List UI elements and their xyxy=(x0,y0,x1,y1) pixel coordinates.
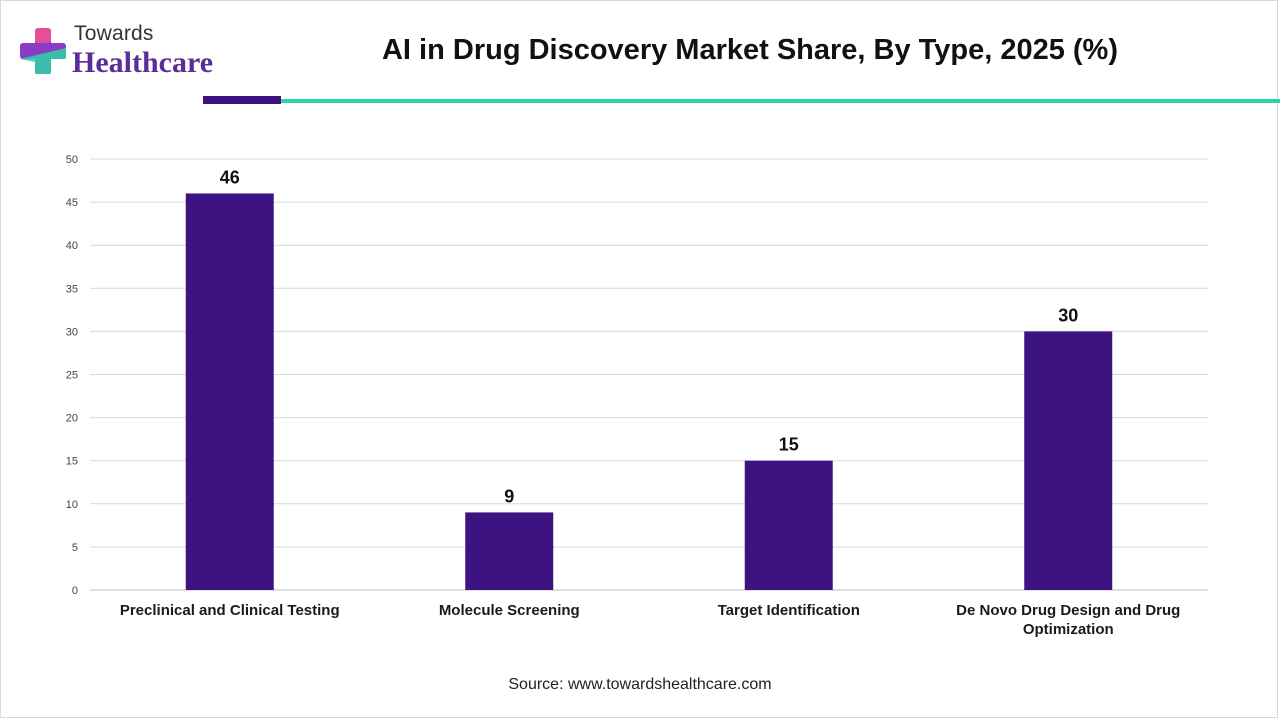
brand-logo: Towards Healthcare xyxy=(18,20,238,84)
title-rule xyxy=(281,99,1280,103)
y-tick-label: 35 xyxy=(66,283,78,295)
bar xyxy=(744,460,833,590)
source-note: Source: www.towardshealthcare.com xyxy=(508,676,772,693)
y-tick-label: 5 xyxy=(72,542,78,554)
y-tick-label: 20 xyxy=(66,413,78,425)
bar xyxy=(185,193,274,591)
data-label: 46 xyxy=(220,167,240,187)
brand-name-line1: Towards xyxy=(74,22,154,45)
medical-cross-icon xyxy=(20,28,66,74)
bar xyxy=(465,512,554,590)
y-tick-label: 25 xyxy=(66,370,78,382)
title-rule-accent xyxy=(203,96,281,104)
x-tick-label: Preclinical and Clinical Testing xyxy=(120,602,340,619)
brand-name-line2: Healthcare xyxy=(72,46,214,79)
x-tick-label: De Novo Drug Design and Drug xyxy=(956,602,1180,619)
x-tick-label: Optimization xyxy=(1023,621,1114,638)
bar-chart: 0 5 10 15 20 25 30 35 40 45 50 46 Preclinical and Cl… xyxy=(66,154,1208,638)
x-tick-label: Molecule Screening xyxy=(439,602,580,619)
x-tick-label: Target Identification xyxy=(718,602,860,619)
y-tick-label: 45 xyxy=(66,197,78,209)
data-label: 30 xyxy=(1058,305,1078,325)
chart-title: AI in Drug Discovery Market Share, By Ty… xyxy=(381,34,1118,66)
y-tick-label: 50 xyxy=(66,154,78,166)
y-tick-label: 30 xyxy=(66,326,78,338)
bar xyxy=(1024,331,1113,590)
data-label: 9 xyxy=(504,486,514,506)
data-label: 15 xyxy=(779,435,799,455)
y-tick-label: 0 xyxy=(72,585,78,597)
y-tick-label: 15 xyxy=(66,456,78,468)
y-tick-label: 10 xyxy=(66,499,78,511)
y-tick-label: 40 xyxy=(66,240,78,252)
